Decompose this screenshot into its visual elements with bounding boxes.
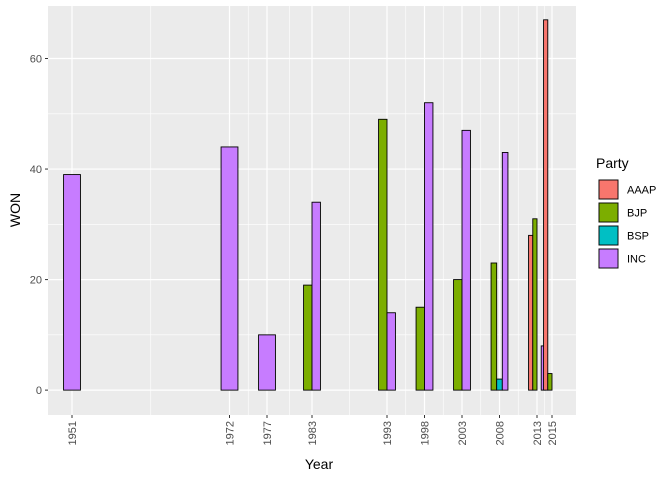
bar-inc-1972 [220, 146, 239, 391]
x-tick-label: 1977 [262, 421, 274, 445]
y-axis: 0 20 40 60 [30, 54, 48, 397]
bar-bjp-2015 [547, 373, 553, 391]
bar-inc-2008 [501, 152, 509, 391]
x-axis-title: Year [305, 456, 334, 472]
legend-label-inc: INC [627, 254, 646, 266]
x-tick-label: 2003 [457, 421, 469, 445]
y-tick-label: 40 [30, 164, 42, 176]
bar-bjp-2013 [532, 218, 538, 391]
bar-inc-1993 [386, 312, 396, 391]
bar-aaap-2015 [543, 19, 549, 391]
y-tick-label: 20 [30, 275, 42, 287]
legend-title: Party [596, 155, 629, 171]
bar-bsp-2008 [496, 378, 503, 391]
x-tick-label: 1993 [382, 421, 394, 445]
bar-inc-1998 [424, 102, 434, 391]
bars [63, 19, 553, 391]
x-axis: 1951 1972 1977 1983 1993 1998 2003 2008 2013 2015 [67, 415, 559, 445]
legend-label-aaap: AAAP [627, 185, 656, 197]
x-tick-label: 1972 [225, 421, 237, 445]
legend-swatch-aaap [598, 179, 619, 200]
x-tick-label: 2013 [532, 421, 544, 445]
bar-inc-1983 [311, 201, 321, 391]
bar-bjp-2008 [490, 262, 498, 391]
bar-bjp-1998 [415, 306, 425, 391]
legend-swatch-inc [598, 248, 619, 269]
legend-swatch-bjp [598, 202, 619, 223]
x-tick-label: 2015 [547, 421, 559, 445]
bar-aaap-2013 [528, 234, 534, 391]
bar-inc-1951 [63, 174, 81, 391]
y-tick-label: 0 [36, 385, 42, 397]
x-tick-label: 1998 [420, 421, 432, 445]
bar-bjp-1993 [378, 118, 388, 391]
x-tick-label: 2008 [495, 421, 507, 445]
legend-label-bsp: BSP [627, 231, 649, 243]
bar-inc-2003 [461, 129, 471, 391]
legend-swatch-bsp [598, 225, 619, 246]
x-tick-label: 1951 [67, 421, 79, 445]
legend-label-bjp: BJP [627, 208, 647, 220]
legend: Party AAAP BJP BSP INC [596, 155, 656, 269]
x-tick-label: 1983 [307, 421, 319, 445]
y-tick-label: 60 [30, 54, 42, 66]
bar-bjp-2003 [453, 279, 463, 391]
bar-inc-1977 [258, 334, 276, 391]
y-axis-title: WON [7, 193, 23, 227]
bar-bjp-1983 [303, 284, 313, 391]
